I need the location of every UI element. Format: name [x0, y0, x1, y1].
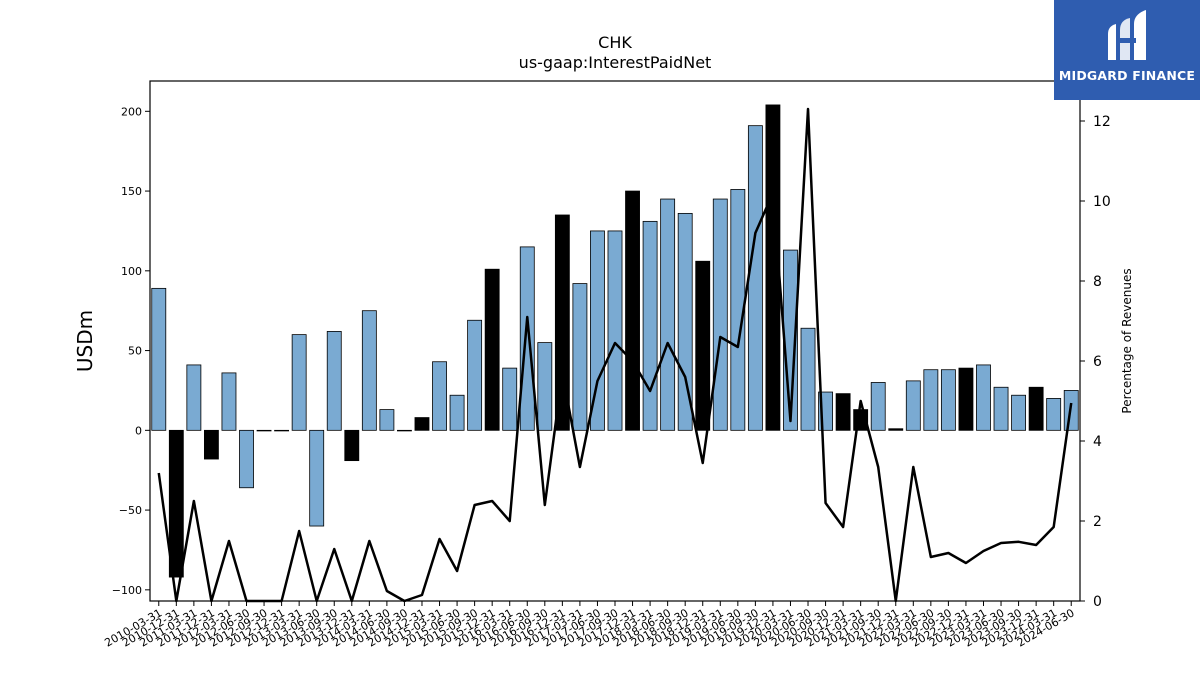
logo-text: MIDGARD FINANCE — [1058, 68, 1196, 83]
y-tick-label: 100 — [121, 265, 142, 278]
bar — [905, 380, 921, 431]
y-tick-label: 150 — [121, 185, 142, 198]
y-tick-label: 50 — [128, 345, 142, 358]
bar — [239, 429, 254, 489]
bar — [344, 429, 360, 462]
line-series — [157, 107, 1073, 603]
bar — [168, 429, 184, 578]
bar — [397, 429, 412, 432]
bar — [519, 246, 535, 431]
bar — [502, 367, 518, 431]
bar — [414, 417, 430, 431]
bar — [1046, 398, 1062, 431]
y2-tick-label: 2 — [1093, 514, 1102, 530]
y-tick-label: 0 — [135, 424, 142, 437]
bar — [467, 319, 483, 431]
line-path — [157, 107, 1073, 603]
bar — [870, 382, 886, 431]
bar-series — [151, 104, 1079, 578]
bar — [151, 287, 167, 431]
bar — [747, 125, 763, 431]
axes: −100−500501001502000246810122010-03-3120… — [102, 80, 1111, 650]
bar — [835, 393, 851, 431]
logo: MIDGARD FINANCE — [1054, 0, 1200, 100]
y2-tick-label: 8 — [1093, 274, 1102, 290]
bar — [256, 429, 272, 432]
y2-tick-label: 10 — [1093, 194, 1111, 210]
y2-axis-label: Percentage of Revenues — [1120, 268, 1134, 413]
bar — [291, 334, 307, 431]
y-tick-label: 200 — [121, 105, 142, 118]
bar — [976, 364, 991, 431]
y-tick-label: −100 — [112, 584, 142, 597]
y2-tick-label: 6 — [1093, 354, 1102, 370]
y2-tick-label: 12 — [1093, 114, 1111, 130]
bar — [677, 212, 693, 431]
bar — [309, 429, 325, 527]
bar — [607, 230, 623, 431]
bar — [940, 369, 956, 431]
bar — [800, 327, 816, 431]
bar — [361, 310, 377, 431]
y2-tick-label: 4 — [1093, 434, 1102, 450]
bar — [712, 198, 728, 431]
bar — [554, 214, 570, 431]
bar — [730, 189, 746, 431]
bar — [958, 367, 974, 431]
bar — [432, 361, 447, 431]
bar — [1011, 394, 1027, 431]
chart-title: CHK — [598, 33, 632, 52]
bar — [695, 260, 711, 431]
bar — [625, 190, 640, 431]
bar — [993, 386, 1009, 431]
bar — [642, 220, 658, 431]
bar — [537, 342, 553, 431]
bar — [484, 268, 500, 431]
chart-subtitle: us-gaap:InterestPaidNet — [519, 53, 712, 72]
y-axis-label: USDm — [73, 310, 97, 372]
bar — [572, 283, 588, 431]
bar — [888, 428, 904, 431]
bar — [274, 429, 290, 432]
logo-mark-icon — [1108, 10, 1146, 60]
bar — [326, 331, 342, 431]
y-tick-label: −50 — [119, 504, 142, 517]
bar — [203, 429, 219, 460]
y2-tick-label: 0 — [1093, 594, 1102, 610]
bar — [1028, 386, 1044, 431]
bar — [660, 198, 676, 431]
bar — [186, 364, 202, 431]
bar — [590, 230, 605, 431]
bar — [449, 394, 465, 431]
bar — [221, 372, 237, 431]
bar — [923, 369, 939, 431]
bar — [765, 104, 781, 431]
bar — [379, 409, 395, 431]
